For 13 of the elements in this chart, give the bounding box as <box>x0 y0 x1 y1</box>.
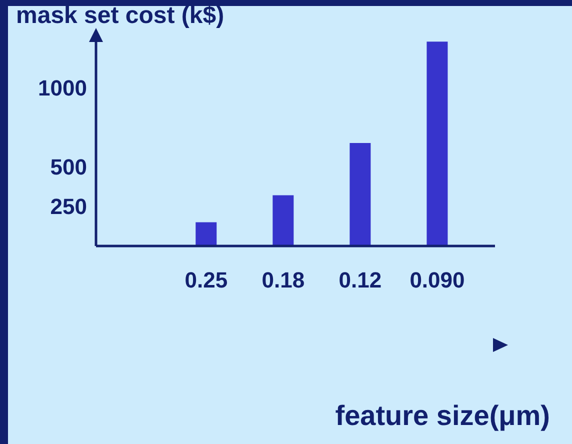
x-tick-label: 0.25 <box>184 268 228 293</box>
y-tick-label: 500 <box>50 154 87 180</box>
y-axis-title: mask set cost (k$) <box>16 2 224 30</box>
x-axis-title: feature size(μm) <box>335 400 550 432</box>
bar <box>350 143 371 246</box>
x-tick-label: 0.18 <box>262 268 305 293</box>
y-tick-label: 1000 <box>38 75 87 100</box>
y-tick-label: 250 <box>50 194 87 220</box>
x-tick-label: 0.090 <box>410 268 465 293</box>
bar <box>426 42 448 246</box>
x-tick-label: 0.12 <box>338 268 382 293</box>
bar <box>196 222 217 246</box>
bar <box>272 195 294 246</box>
